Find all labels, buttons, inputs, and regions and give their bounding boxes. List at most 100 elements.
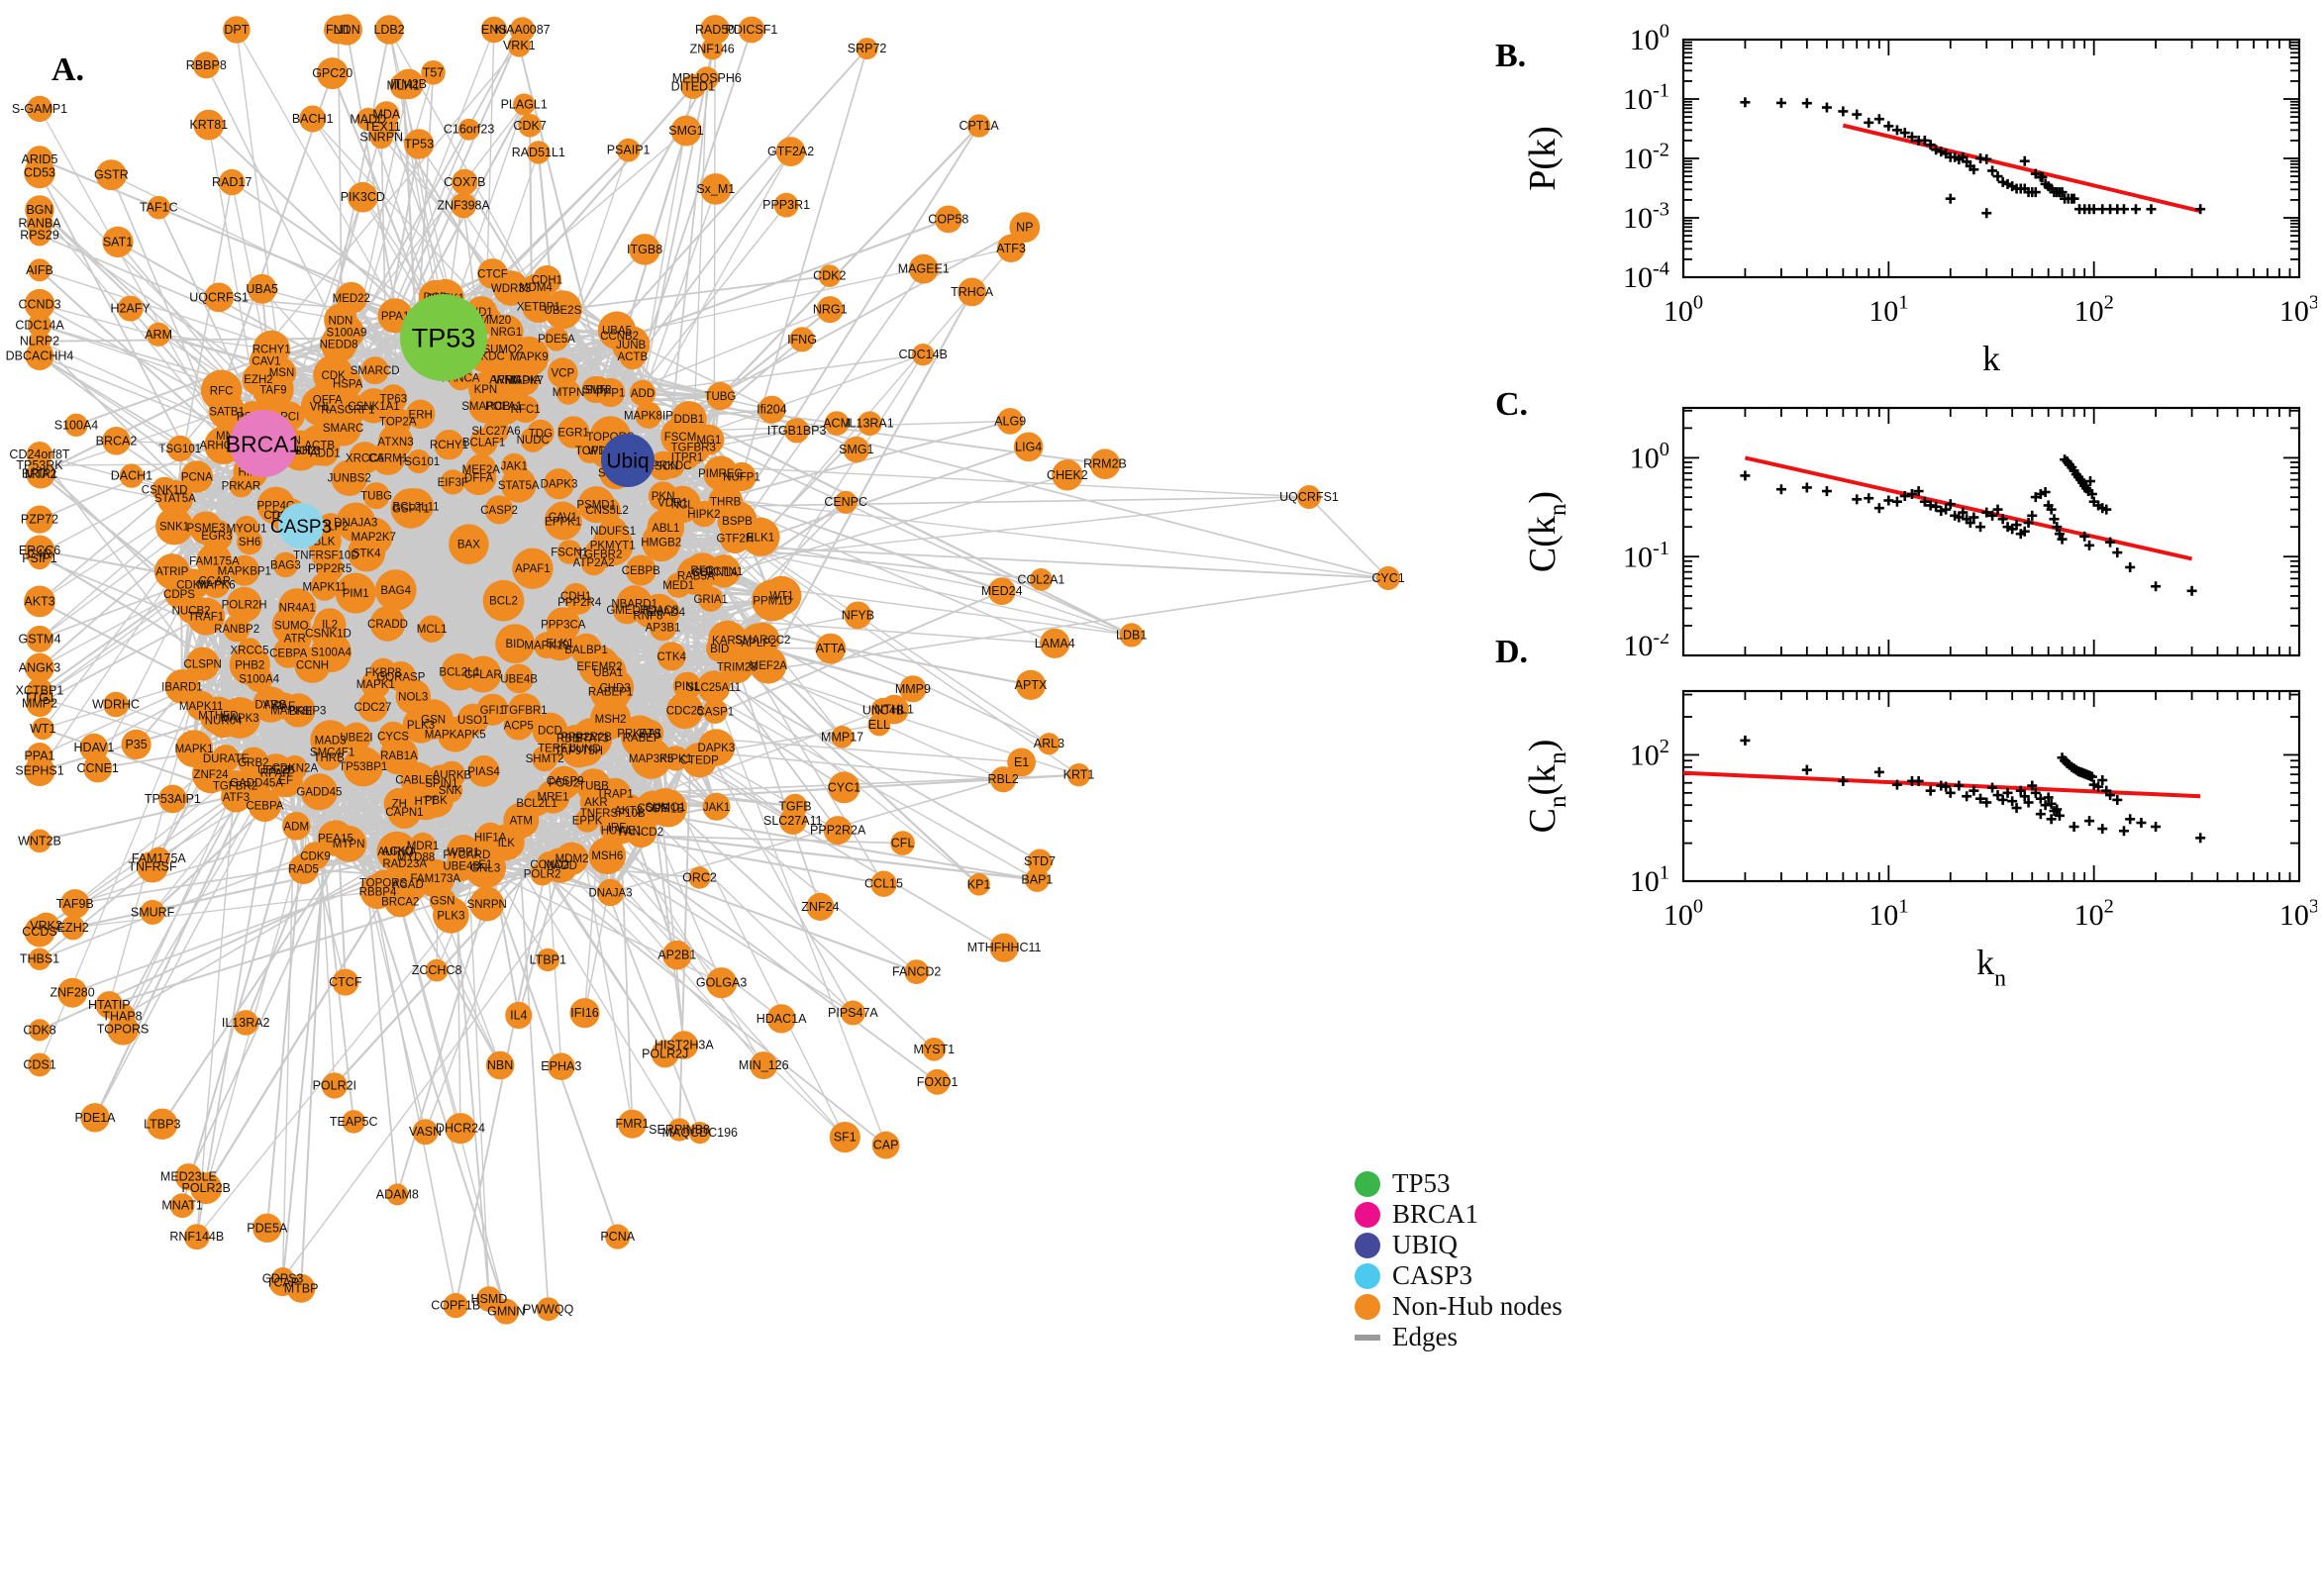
network-node[interactable] xyxy=(445,1113,476,1145)
network-node[interactable] xyxy=(369,606,406,642)
network-node[interactable] xyxy=(418,782,454,818)
network-node[interactable] xyxy=(507,34,531,57)
network-node[interactable] xyxy=(25,342,54,370)
network-node[interactable] xyxy=(476,693,509,726)
network-node[interactable] xyxy=(505,1001,533,1030)
network-node[interactable] xyxy=(452,168,478,196)
network-node[interactable] xyxy=(464,655,502,693)
network-node[interactable] xyxy=(300,773,338,811)
network-node[interactable] xyxy=(484,495,514,525)
network-node[interactable] xyxy=(1297,485,1321,509)
network-node[interactable] xyxy=(544,326,569,351)
network-node[interactable] xyxy=(485,1050,515,1080)
network-node[interactable] xyxy=(649,613,677,642)
hub-node-casp3[interactable] xyxy=(278,503,324,549)
network-node[interactable] xyxy=(369,126,393,150)
network-node[interactable] xyxy=(393,68,424,100)
network-node[interactable] xyxy=(147,195,171,220)
network-node[interactable] xyxy=(561,733,596,768)
network-node[interactable] xyxy=(518,114,542,138)
network-node[interactable] xyxy=(758,395,786,424)
network-node[interactable] xyxy=(119,463,145,488)
network-node[interactable] xyxy=(844,601,872,630)
network-node[interactable] xyxy=(348,181,378,213)
network-node[interactable] xyxy=(697,729,736,766)
network-node[interactable] xyxy=(468,371,503,407)
network-node[interactable] xyxy=(596,668,635,707)
network-node[interactable] xyxy=(555,842,589,875)
network-node[interactable] xyxy=(543,468,575,500)
network-node[interactable] xyxy=(750,1051,778,1080)
network-node[interactable] xyxy=(815,633,847,664)
network-node[interactable] xyxy=(27,460,52,487)
network-node[interactable] xyxy=(102,226,134,257)
network-node[interactable] xyxy=(387,794,422,830)
network-node[interactable] xyxy=(357,691,388,723)
network-node[interactable] xyxy=(818,264,842,288)
network-node[interactable] xyxy=(166,435,193,462)
network-node[interactable] xyxy=(495,624,535,663)
network-node[interactable] xyxy=(590,698,632,740)
network-node[interactable] xyxy=(28,258,51,282)
network-node[interactable] xyxy=(25,505,54,534)
network-node[interactable] xyxy=(158,784,187,814)
hub-node-ubiq[interactable] xyxy=(601,434,655,487)
network-node[interactable] xyxy=(858,411,882,437)
network-node[interactable] xyxy=(489,314,524,349)
network-node[interactable] xyxy=(27,313,52,338)
network-node[interactable] xyxy=(574,808,600,833)
network-node[interactable] xyxy=(1030,568,1053,591)
network-node[interactable] xyxy=(548,501,578,533)
network-node[interactable] xyxy=(378,721,408,751)
network-node[interactable] xyxy=(536,1297,560,1322)
network-node[interactable] xyxy=(1119,623,1144,648)
network-node[interactable] xyxy=(467,754,500,787)
network-node[interactable] xyxy=(700,15,730,45)
network-node[interactable] xyxy=(527,141,551,164)
network-node[interactable] xyxy=(593,496,621,524)
network-node[interactable] xyxy=(536,948,559,972)
network-node[interactable] xyxy=(899,675,927,703)
network-node[interactable] xyxy=(702,698,728,724)
network-node[interactable] xyxy=(784,418,810,444)
network-node[interactable] xyxy=(588,837,627,875)
network-node[interactable] xyxy=(373,101,400,128)
network-node[interactable] xyxy=(271,605,311,646)
network-node[interactable] xyxy=(437,716,473,752)
network-node[interactable] xyxy=(252,1213,282,1244)
network-node[interactable] xyxy=(64,413,88,437)
network-node[interactable] xyxy=(229,554,260,586)
network-node[interactable] xyxy=(1040,628,1070,658)
network-node[interactable] xyxy=(904,959,930,984)
network-node[interactable] xyxy=(324,15,353,45)
network-node[interactable] xyxy=(24,288,55,320)
network-node[interactable] xyxy=(272,551,299,578)
network-node[interactable] xyxy=(192,51,220,79)
network-node[interactable] xyxy=(386,1183,409,1206)
network-node[interactable] xyxy=(356,107,380,132)
network-node[interactable] xyxy=(360,356,389,385)
network-node[interactable] xyxy=(522,289,556,323)
network-node[interactable] xyxy=(33,912,59,940)
network-node[interactable] xyxy=(766,1004,796,1034)
network-node[interactable] xyxy=(321,1072,348,1099)
network-node[interactable] xyxy=(989,933,1019,962)
network-node[interactable] xyxy=(28,547,51,570)
network-node[interactable] xyxy=(313,354,354,396)
network-node[interactable] xyxy=(288,853,319,884)
network-node[interactable] xyxy=(635,401,662,429)
network-node[interactable] xyxy=(1089,449,1121,480)
network-node[interactable] xyxy=(28,948,51,970)
network-node[interactable] xyxy=(342,1110,366,1134)
network-node[interactable] xyxy=(440,469,465,495)
network-node[interactable] xyxy=(26,95,53,123)
network-node[interactable] xyxy=(629,379,656,407)
network-node[interactable] xyxy=(193,109,225,141)
network-node[interactable] xyxy=(512,548,554,589)
network-node[interactable] xyxy=(32,717,54,741)
network-node[interactable] xyxy=(26,689,53,718)
network-node[interactable] xyxy=(155,507,193,546)
network-node[interactable] xyxy=(223,16,251,44)
network-node[interactable] xyxy=(508,336,550,377)
network-node[interactable] xyxy=(185,647,220,681)
